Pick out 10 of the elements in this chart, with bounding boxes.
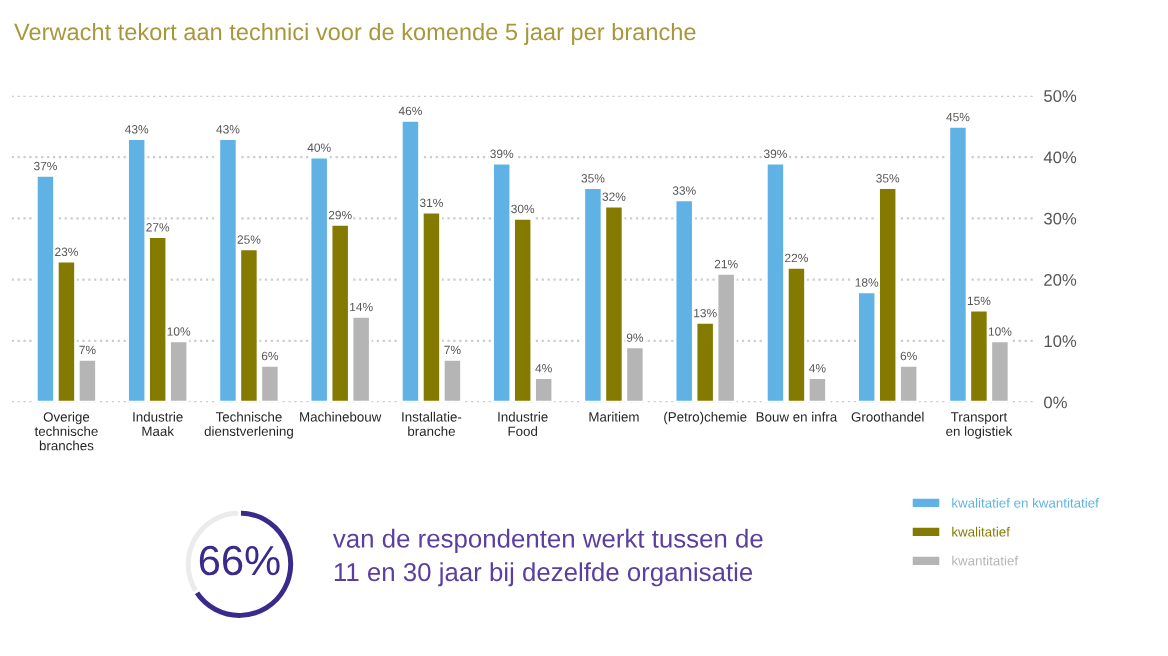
y-tick-label: 40% <box>1043 151 1077 164</box>
y-tick-label: 50% <box>1044 90 1077 102</box>
donut-slice <box>191 507 296 621</box>
y-tick-label: 20% <box>1044 273 1077 286</box>
text: 66% <box>199 545 280 576</box>
y-tick-label: 10% <box>1044 335 1077 348</box>
y-tick-label: 0% <box>1044 396 1067 409</box>
y-tick-label: 30% <box>1044 212 1077 225</box>
text: van de respondenten werkt tussen de 11 en 30 jaar bij dezelfde organisatie <box>332 528 763 587</box>
chart-title: Verwacht tekort aan technici voor de komende 5 jaar per branche <box>14 22 696 45</box>
